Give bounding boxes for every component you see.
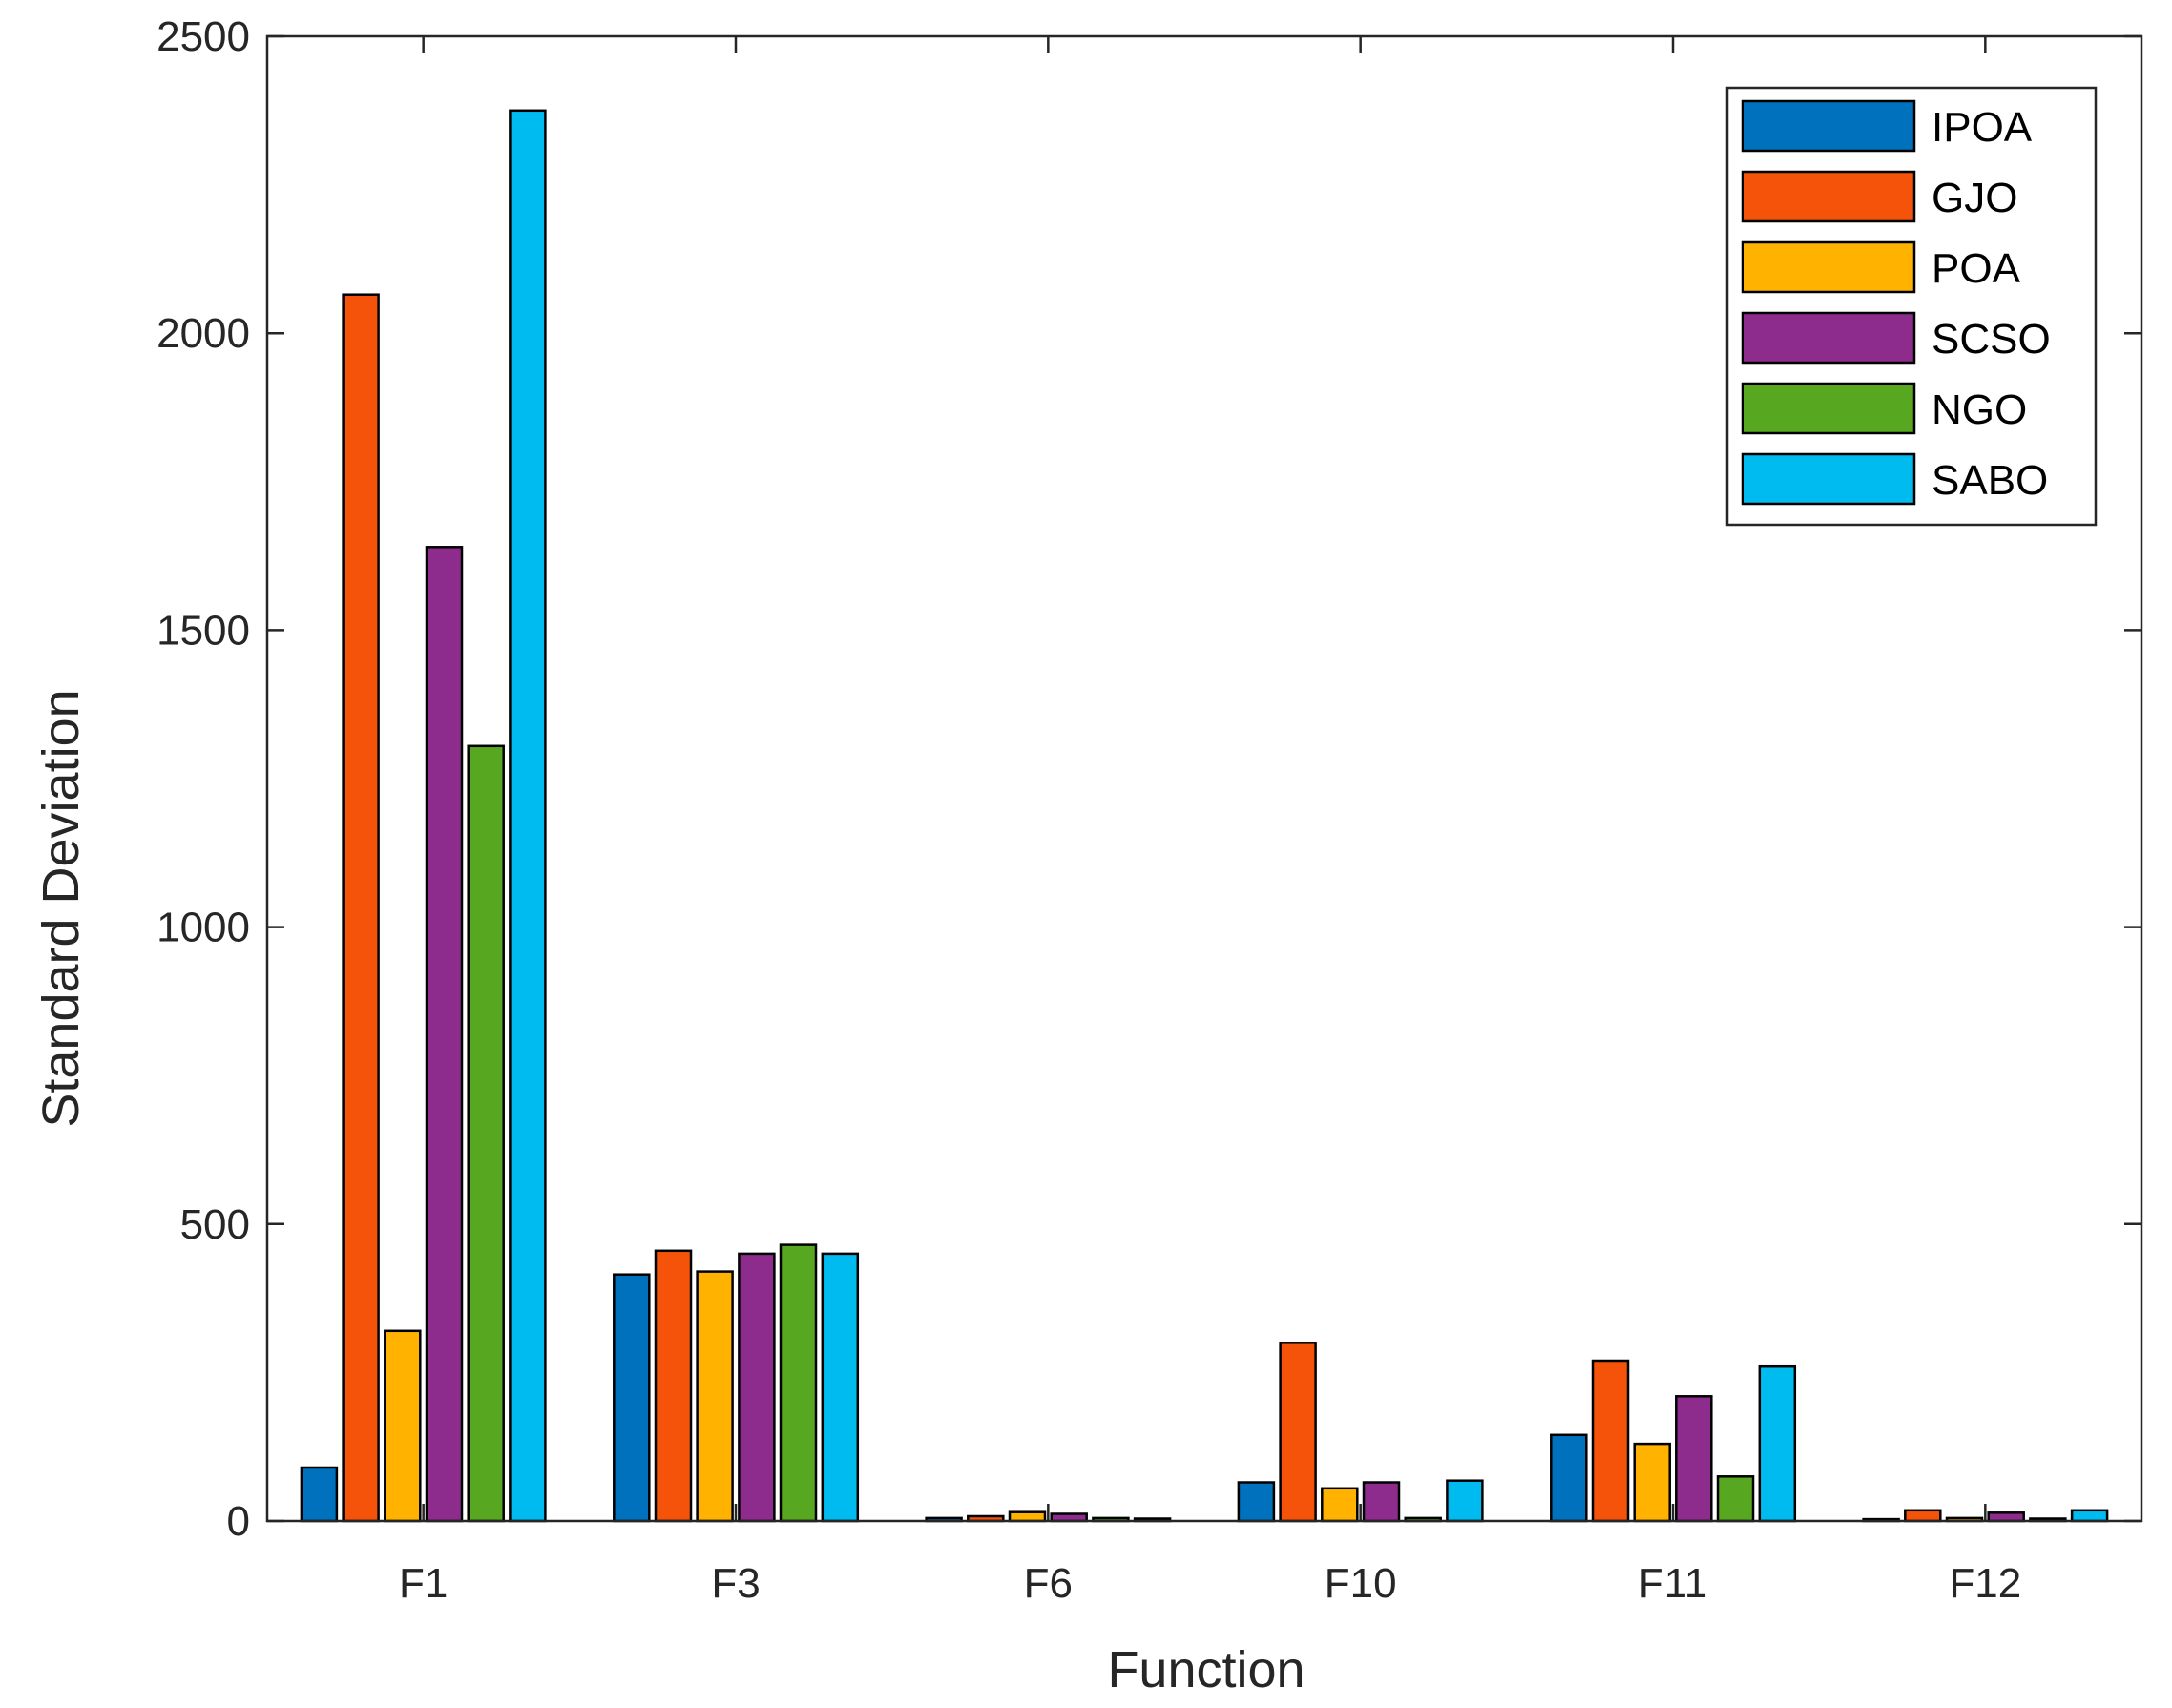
bar-ipoa-f10 bbox=[1237, 1481, 1276, 1523]
legend-swatch-scso bbox=[1741, 311, 1916, 365]
bar-scso-f3 bbox=[738, 1252, 776, 1523]
x-tick-label: F1 bbox=[399, 1560, 448, 1607]
plot-frame bbox=[265, 34, 2143, 1523]
bar-poa-f3 bbox=[696, 1270, 734, 1523]
bar-ipoa-f3 bbox=[613, 1273, 651, 1523]
y-axis-title: Standard Deviation bbox=[32, 689, 90, 1127]
bar-ngo-f1 bbox=[467, 744, 505, 1523]
bar-poa-f10 bbox=[1321, 1487, 1359, 1523]
bar-scso-f10 bbox=[1362, 1481, 1401, 1523]
bar-scso-f11 bbox=[1675, 1395, 1713, 1523]
x-tick-label: F6 bbox=[1024, 1560, 1073, 1607]
legend-label-ipoa: IPOA bbox=[1932, 104, 2033, 151]
bar-ipoa-f1 bbox=[300, 1466, 339, 1523]
x-tick-label: F11 bbox=[1639, 1560, 1708, 1607]
y-tick-label: 500 bbox=[180, 1201, 250, 1248]
bar-sabo-f3 bbox=[821, 1252, 860, 1523]
legend-label-gjo: GJO bbox=[1932, 175, 2017, 221]
bar-scso-f1 bbox=[425, 546, 464, 1523]
bar-poa-f6 bbox=[1008, 1510, 1047, 1523]
bars-layer bbox=[300, 109, 2109, 1523]
x-tick-label: F12 bbox=[1949, 1560, 2021, 1607]
x-axis-title: Function bbox=[1107, 1641, 1305, 1698]
bar-sabo-f12 bbox=[2070, 1509, 2109, 1523]
bar-ngo-f11 bbox=[1716, 1475, 1755, 1523]
x-tick-label: F3 bbox=[711, 1560, 760, 1607]
bar-sabo-f10 bbox=[1446, 1479, 1484, 1523]
y-tick-label: 2000 bbox=[157, 310, 250, 357]
legend-swatch-ngo bbox=[1741, 382, 1916, 435]
bar-gjo-f1 bbox=[342, 293, 380, 1523]
bar-gjo-f11 bbox=[1591, 1359, 1630, 1523]
bar-gjo-f10 bbox=[1279, 1342, 1317, 1523]
y-tick-label: 2500 bbox=[157, 13, 250, 60]
legend-label-poa: POA bbox=[1932, 245, 2021, 292]
legend-swatch-poa bbox=[1741, 240, 1916, 294]
legend-swatch-ipoa bbox=[1741, 99, 1916, 153]
bar-poa-f1 bbox=[384, 1329, 422, 1523]
bar-poa-f11 bbox=[1633, 1442, 1671, 1523]
legend-swatch-gjo bbox=[1741, 170, 1916, 223]
legend-swatch-sabo bbox=[1741, 452, 1916, 506]
x-tick-label: F10 bbox=[1325, 1560, 1397, 1607]
legend-box bbox=[1725, 86, 2098, 527]
bar-ngo-f3 bbox=[779, 1243, 818, 1523]
legend: IPOA GJO POA SCSO NGO SABO bbox=[1725, 86, 2098, 527]
y-tick-label: 1000 bbox=[157, 905, 250, 951]
y-tick-label: 0 bbox=[227, 1498, 250, 1545]
bar-gjo-f12 bbox=[1904, 1509, 1942, 1523]
bar-scso-f12 bbox=[1987, 1511, 2025, 1523]
bar-sabo-f11 bbox=[1758, 1364, 1797, 1523]
bar-ipoa-f11 bbox=[1550, 1433, 1588, 1523]
legend-label-ngo: NGO bbox=[1932, 386, 2027, 433]
legend-label-sabo: SABO bbox=[1932, 457, 2048, 504]
bar-gjo-f3 bbox=[654, 1249, 693, 1523]
y-tick-label: 1500 bbox=[157, 607, 250, 654]
axes-layer: 0 500 1000 1500 2000 2500 F1 F3 F6 F10 F11 F12 bbox=[157, 13, 2143, 1607]
legend-label-scso: SCSO bbox=[1932, 316, 2051, 363]
bar-sabo-f1 bbox=[509, 109, 547, 1523]
